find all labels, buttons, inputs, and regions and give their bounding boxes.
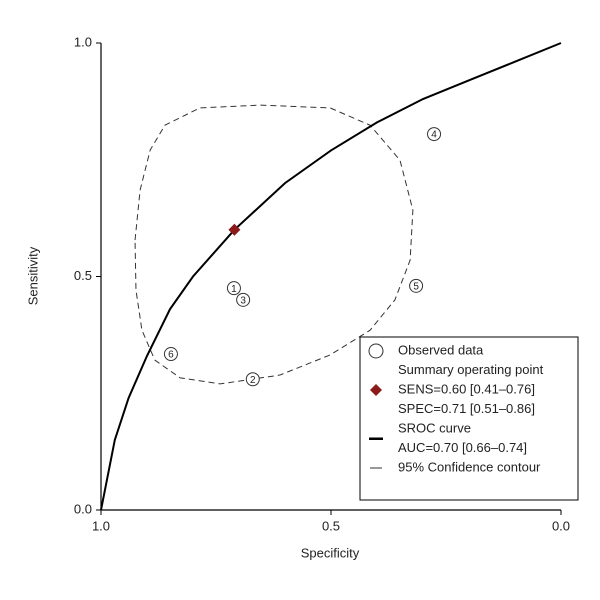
legend-label: SROC curve — [398, 420, 471, 435]
confidence-contour — [134, 104, 414, 385]
observed-point — [245, 372, 260, 387]
y-tick-label: 0.0 — [74, 501, 92, 516]
legend-label: Summary operating point — [398, 362, 544, 377]
observed-point — [236, 292, 251, 307]
summary-point — [228, 223, 241, 236]
observed-point — [427, 127, 442, 142]
point-label: 1 — [231, 284, 237, 295]
point-label: 6 — [168, 350, 174, 361]
legend-label: Observed data — [398, 342, 484, 357]
y-tick-label: 1.0 — [74, 34, 92, 49]
x-axis-label: Specificity — [301, 545, 360, 560]
point-label: 5 — [413, 281, 419, 292]
observed-point — [226, 281, 241, 296]
x-tick-label: 1.0 — [92, 518, 110, 533]
y-axis-label: Sensitivity — [25, 246, 40, 305]
x-tick-label: 0.0 — [552, 518, 570, 533]
legend-box — [359, 336, 579, 501]
observed-point — [163, 347, 178, 362]
legend-symbol — [368, 343, 384, 359]
legend-annotation: SPEC=0.71 [0.51–0.86] — [398, 401, 535, 416]
legend-annotation: SENS=0.60 [0.41–0.76] — [398, 381, 535, 396]
x-tick-label: 0.5 — [322, 518, 340, 533]
legend-label: 95% Confidence contour — [398, 459, 541, 474]
observed-point — [409, 278, 424, 293]
point-label: 2 — [250, 375, 256, 386]
legend-symbol — [370, 384, 382, 396]
point-label: 3 — [240, 295, 246, 306]
point-label: 4 — [431, 130, 437, 141]
y-tick-label: 0.5 — [74, 268, 92, 283]
legend-annotation: AUC=0.70 [0.66–0.74] — [398, 440, 527, 455]
